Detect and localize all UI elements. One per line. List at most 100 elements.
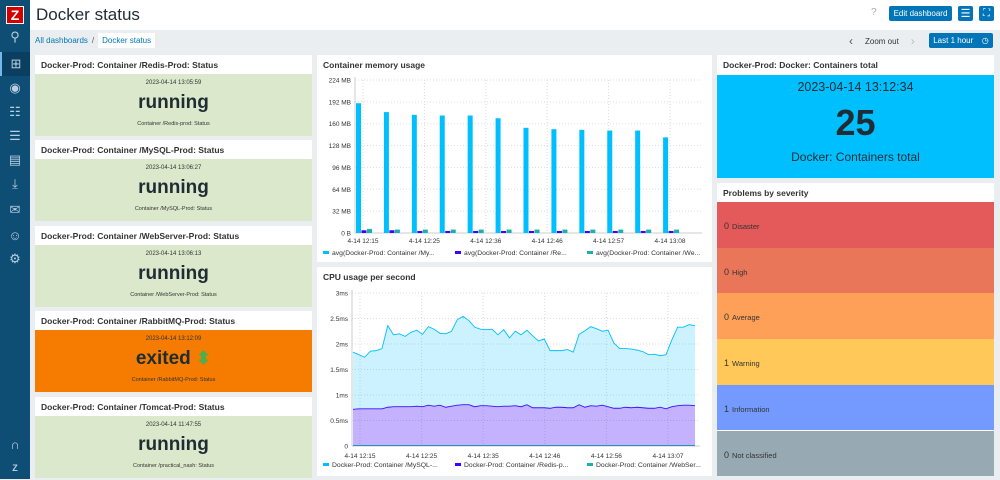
timestamp: 2023-04-14 13:12:09 — [145, 336, 202, 342]
time-range-button[interactable]: Last 1 hour ◷ — [929, 33, 993, 48]
widget-title: Docker-Prod: Docker: Containers total — [723, 60, 878, 70]
severity-count[interactable]: 1 — [724, 358, 730, 369]
chevron-left-icon[interactable]: ‹ — [849, 34, 853, 48]
hierarchy-icon[interactable]: ☷ — [9, 104, 21, 119]
severity-count[interactable]: 0 — [724, 266, 730, 277]
status-body: 2023-04-14 13:06:13 running Container /W… — [35, 245, 312, 307]
severity-disaster[interactable]: 0 Disaster — [717, 202, 994, 248]
y-tick-label: 192 MB — [329, 99, 351, 106]
bar — [663, 137, 669, 233]
bar — [556, 230, 562, 233]
header: Docker status ? Edit dashboard ☰ ⛶ — [30, 0, 1000, 30]
status-desc: Container /Redis-prod: Status — [137, 121, 210, 127]
x-tick-label: 4-14 13:08 — [654, 238, 685, 245]
containers-total-value: 25 — [835, 102, 876, 143]
y-tick-label: 0 — [344, 444, 348, 451]
severity-label: High — [732, 267, 748, 277]
bar — [383, 112, 389, 233]
cpu-chart[interactable]: 0 0.5ms 1ms 1.5ms 2ms 2.5ms 3ms 4-14 12:15 4-14 … — [317, 267, 712, 476]
containers-total-widget: Docker-Prod: Docker: Containers total 20… — [717, 55, 994, 178]
y-tick-label: 1ms — [336, 393, 349, 400]
severity-not-classified[interactable]: 0 Not classified — [717, 430, 994, 476]
legend-swatch — [455, 463, 461, 466]
dashboard-icon[interactable]: ⊞ — [0, 52, 30, 76]
severity-count[interactable]: 0 — [724, 312, 730, 323]
severity-information[interactable]: 1 Information — [717, 384, 994, 431]
bar — [551, 129, 557, 233]
severity-count[interactable]: 0 — [724, 449, 730, 460]
severity-high[interactable]: 0 High — [717, 247, 994, 294]
bar — [674, 229, 680, 233]
memory-chart[interactable]: 0 B 32 MB 64 MB 96 MB 128 MB 160 MB 192 MB 224 … — [317, 55, 712, 262]
bar — [534, 229, 540, 233]
report-icon[interactable]: ▤ — [8, 152, 22, 167]
zabbix-logo[interactable]: Z — [6, 6, 24, 24]
users-icon[interactable]: ☺ — [8, 227, 22, 243]
edit-dashboard-button[interactable]: Edit dashboard — [889, 6, 952, 21]
timestamp: 2023-04-14 13:12:34 — [797, 80, 914, 94]
status-desc: Container /RabbitMQ-Prod: Status — [131, 377, 216, 383]
severity-label: Information — [732, 404, 770, 414]
x-tick-label: 4-14 13:07 — [652, 453, 683, 460]
y-tick-label: 128 MB — [329, 143, 351, 150]
gear-icon[interactable]: ⚙ — [9, 251, 21, 266]
bar — [367, 228, 372, 233]
legend-label: avg(Docker-Prod: Container /Re... — [464, 250, 567, 257]
legend-label: avg(Docker-Prod: Container /My... — [332, 250, 435, 257]
search-icon[interactable]: ⚲ — [10, 29, 20, 44]
bar — [467, 115, 473, 233]
x-tick-label: 4-14 12:35 — [468, 453, 499, 460]
legend-label: Docker-Prod: Container /MySQL-... — [332, 462, 438, 469]
severity-count[interactable]: 1 — [724, 403, 730, 414]
bar — [506, 229, 512, 233]
bar — [612, 230, 618, 233]
status-text: running — [138, 177, 209, 198]
zoom-out-button[interactable]: Zoom out — [865, 36, 899, 46]
bar — [361, 230, 367, 233]
status-body: 2023-04-14 13:05:59 running Container /R… — [35, 74, 312, 136]
status-value: running — [35, 434, 312, 456]
chevron-right-icon[interactable]: › — [910, 34, 915, 48]
status-body: 2023-04-14 13:12:09 exited ⬍ Container /… — [35, 330, 312, 392]
bar — [501, 230, 507, 233]
widget-title: CPU usage per second — [323, 272, 416, 282]
y-tick-label: 64 MB — [332, 187, 351, 194]
status-desc: Container /practical_nash: Status — [132, 463, 215, 469]
area-series — [353, 404, 695, 446]
severity-warning[interactable]: 1 Warning — [717, 339, 994, 385]
breadcrumb-all-dashboards[interactable]: All dashboards — [35, 36, 88, 45]
mail-icon[interactable]: ✉ — [9, 202, 21, 217]
status-text: running — [138, 263, 209, 284]
memory-chart-widget: Container memory usage 0 B 32 MB 64 MB 96 M… — [317, 55, 712, 262]
y-tick-label: 1.5ms — [330, 367, 348, 374]
headset-icon[interactable]: ∩ — [10, 436, 20, 452]
y-tick-label: 32 MB — [332, 209, 351, 216]
status-widget: Docker-Prod: Container /WebServer-Prod: … — [35, 226, 312, 307]
status-widget: Docker-Prod: Container /Tomcat-Prod: Sta… — [35, 397, 312, 478]
bar — [529, 230, 534, 233]
status-value: running — [35, 177, 312, 199]
help-icon[interactable]: ? — [871, 7, 877, 18]
fullscreen-icon[interactable]: ⛶ — [979, 6, 994, 21]
legend-label: avg(Docker-Prod: Container /We... — [596, 250, 700, 257]
breadcrumb-current[interactable]: Docker status — [98, 33, 156, 48]
timestamp: 2023-04-14 13:06:13 — [145, 251, 202, 257]
eye-icon[interactable]: ◉ — [9, 80, 21, 95]
zabbix-share-icon[interactable]: Z — [12, 463, 18, 473]
widget-title: Container memory usage — [323, 60, 426, 70]
menu-icon[interactable]: ☰ — [958, 6, 973, 21]
clock-icon: ◷ — [981, 36, 989, 45]
breadcrumb: All dashboards / Docker status — [35, 33, 156, 48]
list-icon[interactable]: ☰ — [9, 128, 21, 143]
severity-count[interactable]: 0 — [724, 221, 730, 231]
y-tick-label: 0 B — [341, 231, 351, 238]
legend-label: Docker-Prod: Container /WebSer... — [596, 462, 701, 469]
bar — [473, 230, 479, 233]
severity-average[interactable]: 0 Average — [717, 293, 994, 339]
legend-swatch — [587, 251, 593, 254]
download-icon[interactable]: ⤓ — [12, 176, 18, 191]
containers-total-body: 2023-04-14 13:12:34 25 Docker: Container… — [717, 75, 994, 178]
legend-swatch — [323, 251, 329, 254]
y-tick-label: 2ms — [336, 342, 349, 349]
bar — [640, 230, 646, 233]
